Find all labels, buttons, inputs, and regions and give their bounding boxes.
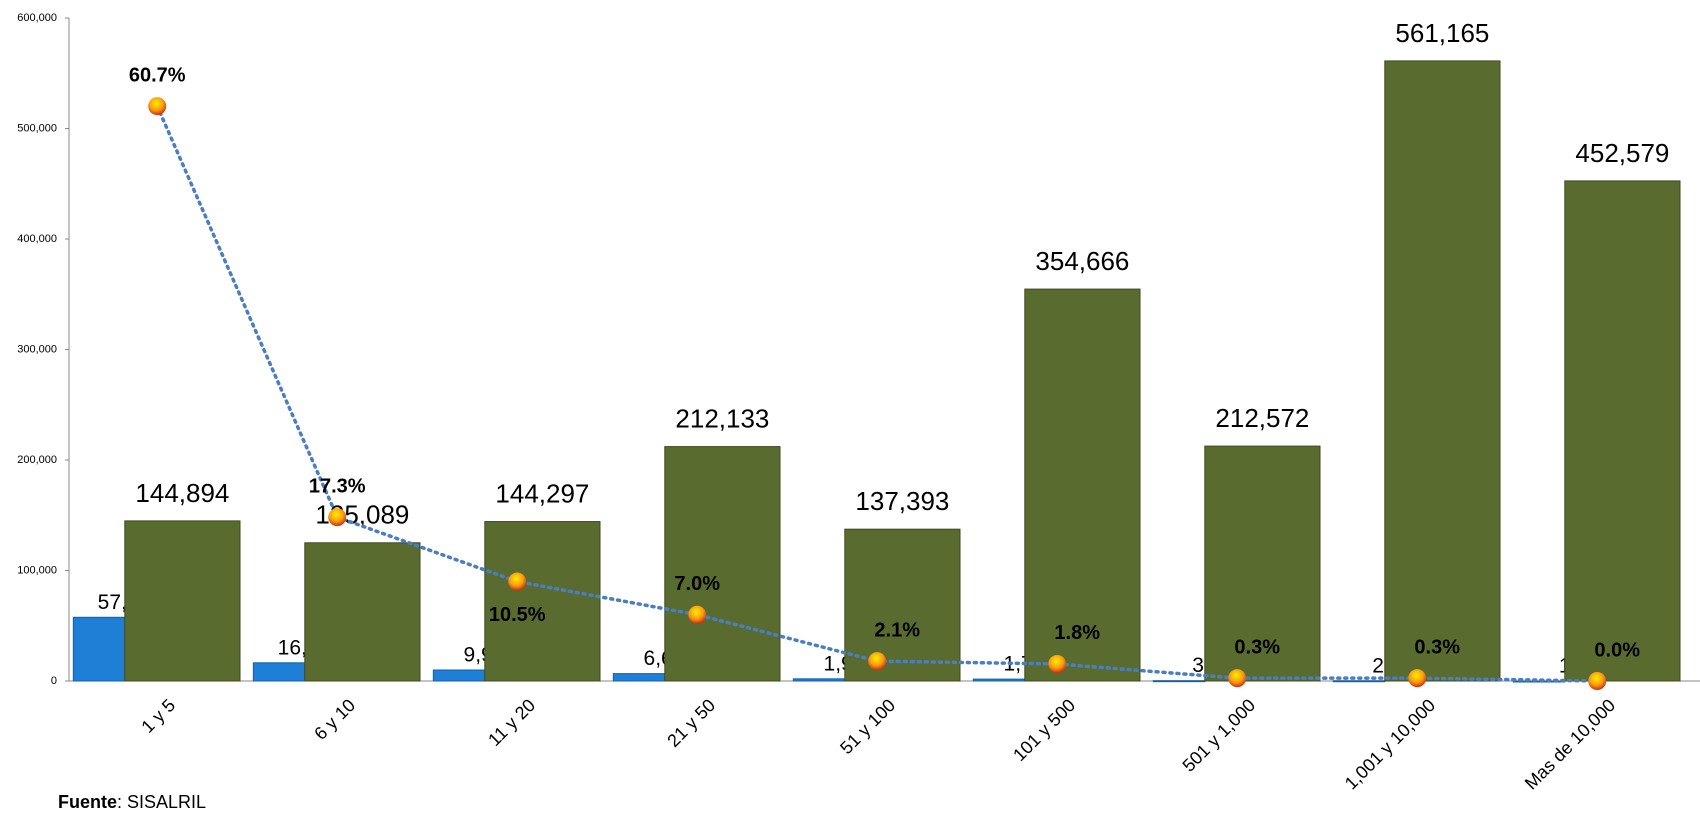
x-tick-label: 21 y 50 xyxy=(663,695,719,751)
marker xyxy=(1588,672,1607,690)
point-value-label: 60.7% xyxy=(129,64,186,86)
source-label: Fuente xyxy=(58,792,117,812)
point-value-label: 0.3% xyxy=(1234,636,1280,658)
bar xyxy=(792,678,846,682)
x-tick-label: 501 y 1,000 xyxy=(1179,695,1260,776)
y-tick-label: 600,000 xyxy=(17,12,57,24)
bar xyxy=(484,521,601,682)
bar-value-label: 212,133 xyxy=(675,403,769,433)
y-tick-label: 0 xyxy=(51,675,57,687)
point-value-label: 7.0% xyxy=(674,573,720,595)
x-tick-label: 6 y 10 xyxy=(310,695,359,744)
marker xyxy=(1228,669,1247,688)
bar xyxy=(972,678,1026,682)
bar xyxy=(252,662,306,682)
bar-value-label: 354,666 xyxy=(1035,246,1129,276)
bar xyxy=(844,528,961,682)
bar-value-label: 452,579 xyxy=(1575,138,1669,168)
bar xyxy=(432,669,486,682)
bar xyxy=(1384,60,1501,682)
source-text: : SISALRIL xyxy=(117,792,206,812)
point-value-label: 17.3% xyxy=(309,475,366,497)
bar xyxy=(1152,680,1206,683)
bar-value-label: 212,572 xyxy=(1215,403,1309,433)
source: Fuente: SISALRIL xyxy=(58,792,206,812)
x-tick-label: 51 y 100 xyxy=(836,695,899,758)
marker xyxy=(688,605,707,624)
y-tick-label: 200,000 xyxy=(17,454,57,466)
bar xyxy=(612,673,666,682)
bar xyxy=(1564,180,1681,682)
y-tick-label: 500,000 xyxy=(17,122,57,134)
y-tick-label: 100,000 xyxy=(17,564,57,576)
bar-value-label: 144,894 xyxy=(135,478,229,508)
point-value-label: 1.8% xyxy=(1054,622,1100,644)
point-value-label: 0.0% xyxy=(1594,639,1640,661)
x-tick-label: 101 y 500 xyxy=(1009,695,1079,765)
x-tick-label: 1,001 y 10,000 xyxy=(1341,695,1439,793)
bar-value-label: 144,297 xyxy=(495,478,589,508)
x-tick-label: Mas de 10,000 xyxy=(1521,695,1619,793)
y-tick-label: 400,000 xyxy=(17,233,57,245)
bar-value-label: 561,165 xyxy=(1395,18,1489,48)
bar xyxy=(1204,445,1321,682)
bar xyxy=(72,616,126,682)
marker xyxy=(868,652,887,671)
bar xyxy=(124,520,241,682)
marker xyxy=(1048,654,1067,673)
x-tick-label: 11 y 20 xyxy=(484,695,539,750)
marker xyxy=(328,508,347,527)
y-tick-label: 300,000 xyxy=(17,343,57,355)
marker xyxy=(508,572,527,591)
point-value-label: 0.3% xyxy=(1414,636,1460,658)
bar xyxy=(664,446,781,682)
marker xyxy=(148,97,167,116)
point-value-label: 2.1% xyxy=(874,619,920,641)
bar xyxy=(1332,680,1386,683)
bar-value-label: 137,393 xyxy=(855,486,949,516)
point-value-label: 10.5% xyxy=(489,604,546,626)
bar xyxy=(1024,288,1141,682)
bar xyxy=(304,542,421,682)
x-tick-label: 1 y 5 xyxy=(137,695,179,737)
marker xyxy=(1408,669,1427,688)
